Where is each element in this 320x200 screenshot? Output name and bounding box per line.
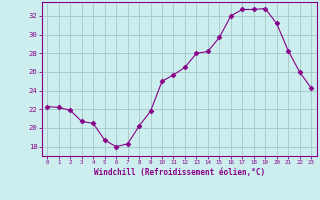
X-axis label: Windchill (Refroidissement éolien,°C): Windchill (Refroidissement éolien,°C) (94, 168, 265, 177)
